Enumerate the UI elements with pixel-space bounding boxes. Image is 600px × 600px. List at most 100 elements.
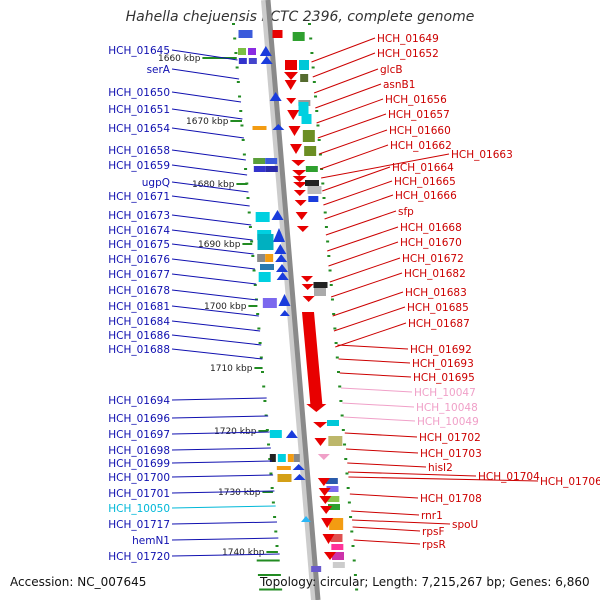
right-gene-label: rpsF [422, 526, 445, 538]
leader-line [335, 322, 407, 348]
forward-gene-arrow [292, 464, 305, 470]
leader-line [171, 474, 274, 478]
reverse-gene-arrow [296, 226, 309, 232]
right-gene-label: HCH_01663 [451, 149, 513, 161]
right-gene-label: rpsR [422, 539, 446, 551]
leader-line [318, 129, 388, 155]
gene-block [327, 496, 340, 502]
forward-gene-arrow [271, 210, 284, 220]
gene-block [277, 474, 292, 482]
leader-line [171, 431, 270, 435]
right-gene-label: HCH_01695 [413, 372, 475, 384]
gene-block [328, 504, 340, 510]
leader-line [171, 243, 254, 255]
leader-line [171, 490, 275, 494]
forward-gene-arrow [276, 272, 289, 280]
kbp-tick-label: 1740 kbp [222, 548, 265, 558]
kbp-tick-label: 1680 kbp [192, 180, 235, 190]
leader-line [171, 320, 261, 332]
gene-block [301, 114, 312, 124]
gene-block [332, 562, 345, 568]
left-gene-label: serA [147, 64, 171, 76]
kbp-tick-label: 1720 kbp [214, 427, 257, 437]
reverse-gene-arrow [295, 212, 308, 220]
kbp-tick-label: 1710 kbp [210, 364, 253, 374]
left-gene-label: HCH_01697 [108, 429, 170, 441]
right-gene-label: HCH_01683 [405, 287, 467, 299]
leader-line [353, 539, 421, 545]
gene-block [326, 486, 339, 492]
gene-block [330, 534, 343, 542]
left-gene-label: HCH_01717 [108, 519, 170, 531]
reverse-gene-arrow [301, 276, 313, 282]
right-gene-label: HCH_10049 [417, 416, 479, 428]
gene-block [307, 186, 322, 194]
left-gene-label: HCH_01650 [108, 87, 170, 99]
reverse-gene-arrow [293, 182, 308, 188]
right-gene-label: HCH_01672 [402, 253, 464, 265]
gene-block [238, 48, 246, 55]
left-gene-label: HCH_01671 [108, 191, 170, 203]
left-gene-label: ugpQ [142, 177, 170, 189]
leader-line [171, 108, 243, 120]
gene-block [253, 158, 266, 164]
leader-line [351, 519, 451, 525]
left-gene-label: HCH_01698 [108, 445, 170, 457]
gene-block [238, 30, 253, 38]
left-gene-label: HCH_01699 [108, 458, 170, 470]
right-gene-label: HCH_01685 [407, 302, 469, 314]
right-gene-label: asnB1 [383, 79, 415, 91]
leader-line [320, 144, 389, 170]
gene-block [287, 454, 294, 462]
gene-block [277, 454, 286, 462]
right-gene-label: spoU [452, 519, 478, 531]
left-gene-label: HCH_01688 [108, 344, 170, 356]
reverse-gene-arrow [313, 422, 328, 428]
leader-line [171, 181, 249, 193]
leader-line [171, 305, 259, 317]
long-reverse-gene-arrow [302, 312, 327, 412]
right-gene-label: HCH_01693 [412, 358, 474, 370]
gene-block [292, 32, 305, 41]
gene-block [313, 282, 328, 288]
left-gene-label: HCH_01676 [108, 254, 170, 266]
leader-line [171, 460, 272, 464]
left-gene-label: HCH_01654 [108, 123, 170, 135]
gene-block [298, 102, 309, 116]
leader-line [347, 471, 477, 477]
gene-block [327, 420, 339, 426]
leader-line [330, 272, 403, 298]
left-gene-label: HCH_01675 [108, 239, 170, 251]
left-gene-label: HCH_10050 [108, 503, 170, 515]
reverse-gene-arrow [288, 126, 301, 136]
leader-line [333, 306, 406, 332]
left-gene-label: HCH_01684 [108, 316, 170, 328]
leader-line [349, 493, 419, 499]
gene-block [332, 552, 344, 560]
leader-line [171, 195, 250, 207]
reverse-gene-arrow [317, 478, 330, 486]
leader-line [338, 358, 411, 364]
leader-line [312, 52, 376, 78]
left-gene-label: hemN1 [132, 535, 170, 547]
left-gene-label: HCH_01720 [108, 551, 170, 563]
gene-block [299, 60, 309, 70]
gene-block [257, 234, 274, 250]
gene-block [305, 180, 319, 186]
reverse-gene-arrow [319, 496, 332, 504]
gene-block [329, 518, 344, 530]
right-gene-label: hisI2 [428, 462, 453, 474]
forward-gene-arrow [274, 244, 287, 254]
right-gene-label: HCH_01668 [400, 222, 462, 234]
gene-block [260, 264, 274, 270]
left-gene-label: HCH_01686 [108, 330, 170, 342]
gene-block [265, 254, 274, 262]
reverse-gene-arrow [287, 110, 300, 120]
gene-block [248, 58, 257, 64]
right-gene-label: HCH_01662 [390, 140, 452, 152]
leader-line [171, 553, 280, 557]
gene-block [293, 454, 300, 462]
leader-line [344, 432, 418, 438]
leader-line [171, 127, 245, 139]
